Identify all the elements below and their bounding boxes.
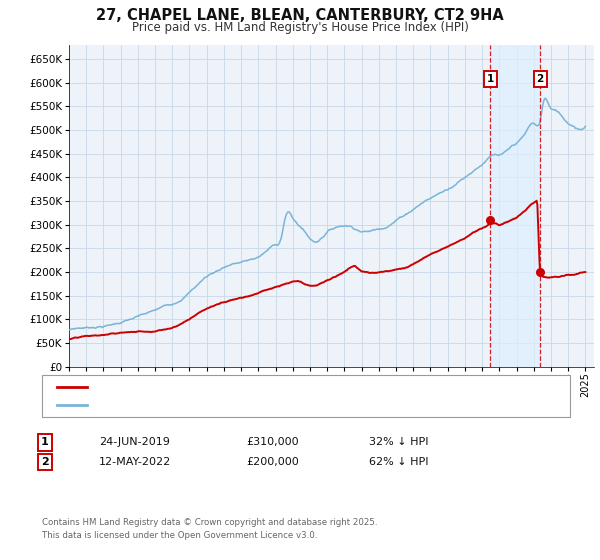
- Text: 27, CHAPEL LANE, BLEAN, CANTERBURY, CT2 9HA: 27, CHAPEL LANE, BLEAN, CANTERBURY, CT2 …: [96, 8, 504, 24]
- Text: 2: 2: [41, 457, 49, 467]
- Text: 32% ↓ HPI: 32% ↓ HPI: [369, 437, 428, 447]
- Text: £200,000: £200,000: [246, 457, 299, 467]
- Text: 27, CHAPEL LANE, BLEAN, CANTERBURY, CT2 9HA (detached house): 27, CHAPEL LANE, BLEAN, CANTERBURY, CT2 …: [93, 382, 433, 392]
- Text: Contains HM Land Registry data © Crown copyright and database right 2025.: Contains HM Land Registry data © Crown c…: [42, 518, 377, 527]
- Text: 2: 2: [536, 73, 544, 83]
- Text: HPI: Average price, detached house, Canterbury: HPI: Average price, detached house, Cant…: [93, 400, 334, 410]
- Text: 24-JUN-2019: 24-JUN-2019: [99, 437, 170, 447]
- Text: 1: 1: [487, 73, 494, 83]
- Text: This data is licensed under the Open Government Licence v3.0.: This data is licensed under the Open Gov…: [42, 531, 317, 540]
- Text: £310,000: £310,000: [246, 437, 299, 447]
- Text: Price paid vs. HM Land Registry's House Price Index (HPI): Price paid vs. HM Land Registry's House …: [131, 21, 469, 34]
- Bar: [490, 45, 540, 367]
- Text: 62% ↓ HPI: 62% ↓ HPI: [369, 457, 428, 467]
- Text: 12-MAY-2022: 12-MAY-2022: [99, 457, 171, 467]
- Text: 1: 1: [41, 437, 49, 447]
